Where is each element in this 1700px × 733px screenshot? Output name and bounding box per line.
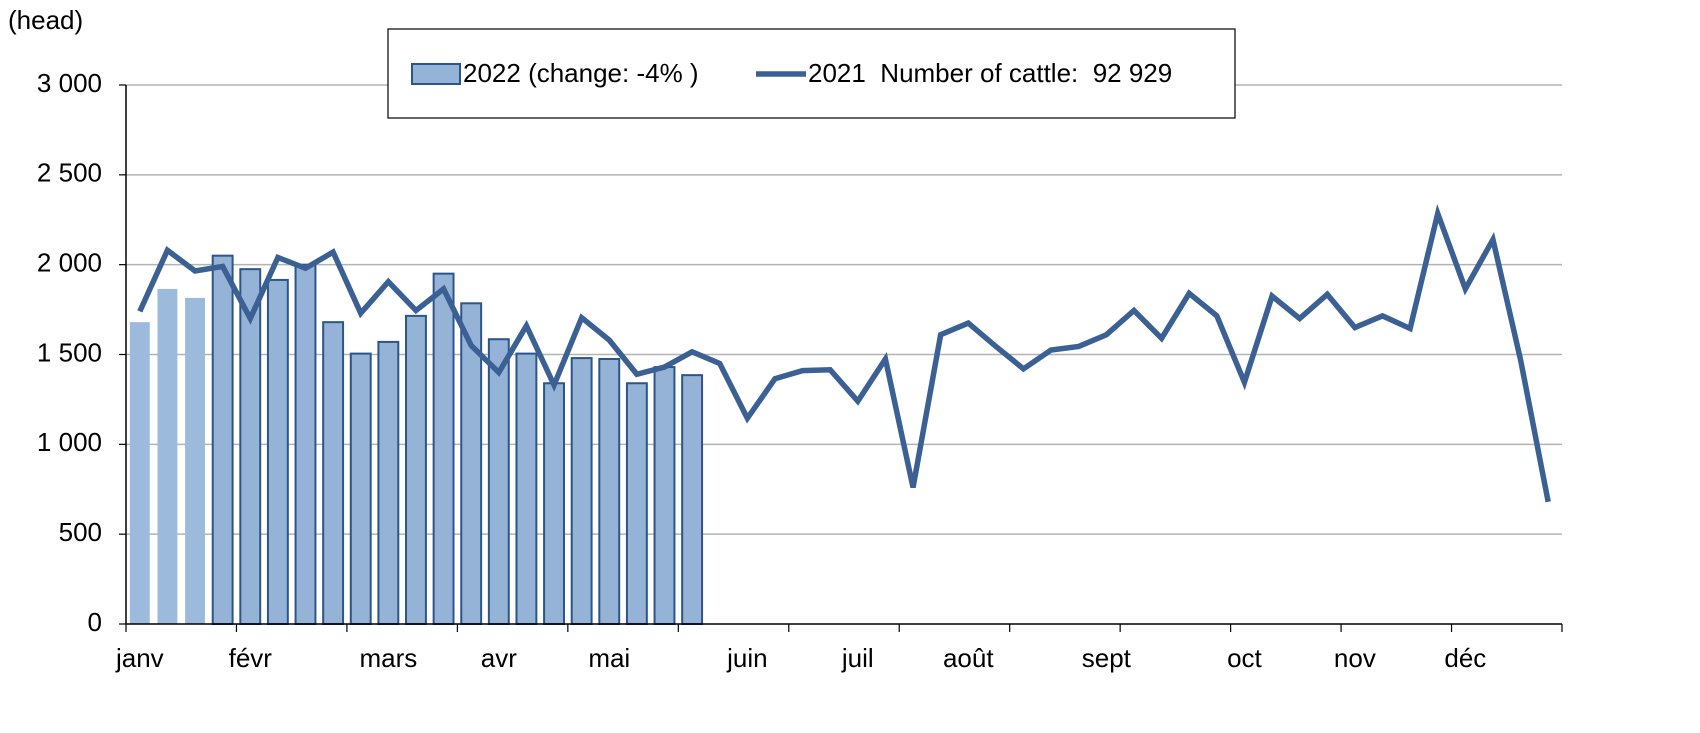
bar [487, 338, 510, 625]
legend-swatch [411, 63, 461, 85]
y-tick-label: 3 000 [37, 68, 102, 98]
x-tick-label: janv [115, 643, 164, 673]
line [137, 203, 1551, 503]
bar [185, 297, 205, 624]
bar [211, 254, 234, 626]
bar [515, 352, 538, 625]
bar [653, 366, 676, 625]
bar [432, 272, 455, 625]
y-tick-label: 2 500 [37, 158, 102, 188]
bar [266, 278, 289, 625]
x-tick-label: avr [481, 643, 517, 673]
x-tick-label: juin [726, 643, 767, 673]
bar [322, 321, 345, 625]
bar [129, 322, 150, 624]
legend-label: 2021 Number of cattle: 92 929 [808, 58, 1172, 88]
bar [157, 288, 178, 624]
bar [625, 382, 648, 625]
legend-label: 2022 (change: -4% ) [463, 58, 699, 88]
y-tick-label: 2 000 [37, 248, 102, 278]
bar [570, 357, 593, 625]
bar [681, 374, 704, 625]
bar [349, 352, 372, 625]
x-tick-label: févr [229, 643, 273, 673]
x-tick-label: juil [841, 643, 874, 673]
y-tick-label: 1 000 [37, 427, 102, 457]
bar [377, 340, 400, 625]
y-unit-label: (head) [8, 5, 83, 35]
x-tick-label: août [943, 643, 994, 673]
bar [405, 314, 427, 625]
y-tick-label: 0 [88, 607, 102, 637]
x-tick-label: mars [359, 643, 417, 673]
y-tick-label: 500 [59, 517, 102, 547]
y-tick-label: 1 500 [37, 337, 102, 367]
x-tick-label: nov [1334, 643, 1376, 673]
x-tick-label: déc [1444, 643, 1486, 673]
x-tick-label: mai [588, 643, 630, 673]
x-tick-label: oct [1227, 643, 1262, 673]
bar [598, 357, 621, 625]
legend-box [387, 28, 1236, 119]
bar [294, 263, 317, 625]
legend: 2022 (change: -4% ) 2021 Number of cattle… [387, 28, 1236, 119]
bar [543, 382, 565, 625]
x-tick-label: sept [1082, 643, 1132, 673]
